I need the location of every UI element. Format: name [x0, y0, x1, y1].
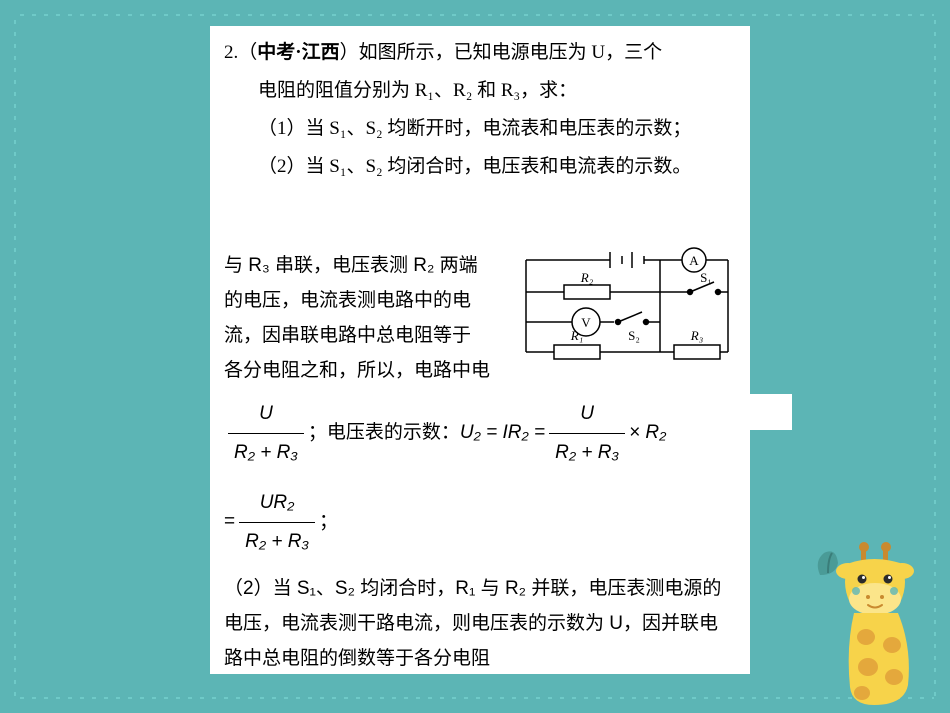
stem-rest: 如图所示，已知电源电压为 U，三个: [359, 42, 662, 63]
label-R1: R₁: [570, 328, 583, 343]
explanation-block: 与 R₃ 串联，电压表测 R₂ 两端 的电压，电流表测电路中的电 流，因串联电路…: [224, 248, 736, 676]
eq1-times: × R₂: [629, 414, 666, 452]
paren-open: （: [238, 42, 257, 63]
border-top: [16, 14, 934, 16]
eq2-tail: ；: [319, 503, 338, 541]
eq1-mid: ；电压表的示数：: [308, 414, 460, 452]
question-line1-body: （中考·江西）如图所示，已知电源电压为 U，三个: [238, 34, 736, 72]
frac3-den: R₂ + R₃: [239, 523, 315, 561]
label-S2: S₂: [628, 328, 640, 343]
frac1-den: R₂ + R₃: [228, 434, 304, 472]
equation-line2: = UR₂ R₂ + R₃ ；: [224, 484, 736, 561]
circuit-diagram: A V R₂ S₁ S₂ R₁ R₃: [514, 240, 740, 368]
border-left: [14, 16, 16, 697]
explanation-p1a: 与 R₃ 串联，电压表测 R₂ 两端: [224, 248, 516, 283]
fraction-1: U R₂ + R₃: [228, 395, 304, 472]
border-right: [934, 16, 936, 697]
eq1-u2: U₂ = IR₂ =: [460, 414, 545, 452]
question-line2: 电阻的阻值分别为 R₁、R₂ 和 R₃，求：: [224, 72, 736, 110]
white-patch: [748, 394, 792, 430]
explanation-p2: （2）当 S₁、S₂ 均闭合时，R₁ 与 R₂ 并联，电压表测电源的电压，电流表…: [224, 571, 736, 676]
label-R2: R₂: [580, 270, 594, 285]
question-line1: 2. （中考·江西）如图所示，已知电源电压为 U，三个: [224, 34, 736, 72]
frac2-num: U: [549, 395, 625, 434]
explanation-p1c: 流，因串联电路中总电阻等于: [224, 318, 516, 353]
border-bottom: [16, 697, 934, 699]
question-number: 2.: [224, 34, 238, 72]
leaf-icon: [818, 551, 838, 575]
paren-close: ）: [340, 42, 359, 63]
document-page: 2. （中考·江西）如图所示，已知电源电压为 U，三个 电阻的阻值分别为 R₁、…: [210, 26, 750, 674]
equals-sign: =: [224, 503, 235, 541]
frac3-num: UR₂: [239, 484, 315, 523]
fraction-3: UR₂ R₂ + R₃: [239, 484, 315, 561]
label-A: A: [689, 253, 699, 268]
explanation-p1b: 的电压，电流表测电路中的电: [224, 283, 516, 318]
frac1-num: U: [228, 395, 304, 434]
giraffe-icon: [814, 537, 924, 707]
fraction-2: U R₂ + R₃: [549, 395, 625, 472]
exam-source: 中考·江西: [257, 42, 339, 63]
question-part1: （1）当 S₁、S₂ 均断开时，电流表和电压表的示数；: [224, 110, 736, 148]
frac2-den: R₂ + R₃: [549, 434, 625, 472]
label-R3: R₃: [690, 328, 703, 343]
label-S1: S₁: [700, 270, 712, 285]
equation-line1: U R₂ + R₃ ；电压表的示数： U₂ = IR₂ = U R₂ + R₃ …: [224, 395, 736, 472]
question-part2: （2）当 S₁、S₂ 均闭合时，电压表和电流表的示数。: [224, 148, 736, 186]
